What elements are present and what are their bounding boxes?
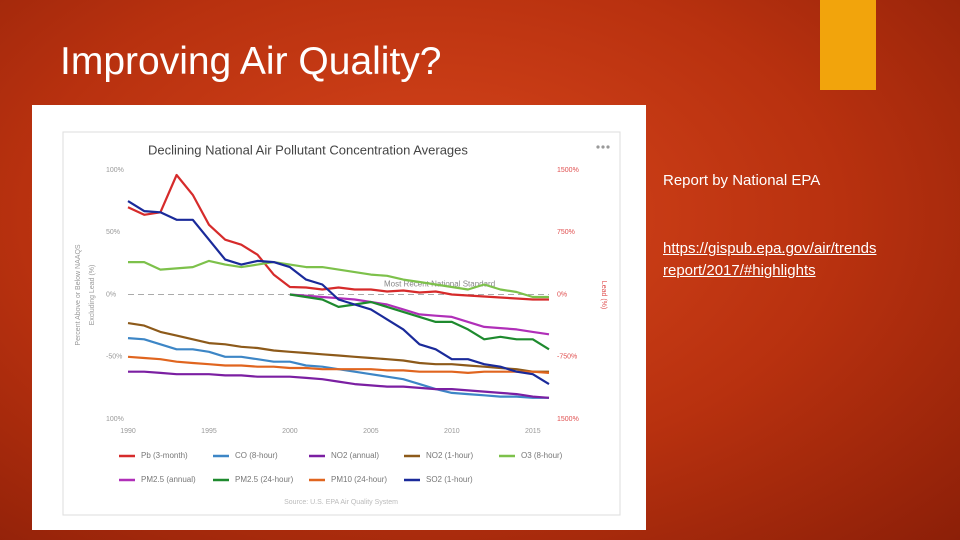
- data-line: [128, 259, 549, 299]
- x-tick-label: 2000: [282, 428, 298, 435]
- data-line: [127, 200, 550, 386]
- y-tick-label: 100%: [106, 167, 124, 174]
- legend-label: PM10 (24-hour): [331, 475, 387, 484]
- slide-title: Improving Air Quality?: [60, 40, 442, 83]
- y-tick-label: 0%: [106, 291, 116, 298]
- y2-tick-label: 750%: [557, 229, 575, 236]
- y2-tick-label: 1500%: [557, 416, 579, 423]
- menu-dot: [601, 145, 605, 149]
- accent-bar: [820, 0, 876, 90]
- x-tick-label: 2005: [363, 428, 379, 435]
- x-tick-label: 2010: [444, 428, 460, 435]
- legend-label: O3 (8-hour): [521, 451, 563, 460]
- data-line: [128, 370, 550, 399]
- y-axis-label: Percent Above or Below NAAQS: [75, 244, 82, 345]
- legend-label: Pb (3-month): [141, 451, 188, 460]
- menu-dot: [596, 145, 600, 149]
- data-line: [289, 293, 550, 351]
- legend-label: PM2.5 (annual): [141, 475, 196, 484]
- y2-tick-label: 1500%: [557, 167, 579, 174]
- data-line: [289, 293, 550, 336]
- y-axis-label: Excluding Lead (%): [89, 265, 96, 326]
- y2-tick-label: 0%: [557, 291, 567, 298]
- legend-label: NO2 (1-hour): [426, 451, 473, 460]
- chart-card: [62, 131, 621, 516]
- y-tick-label: 100%: [106, 416, 124, 423]
- y-tick-label: 50%: [106, 229, 120, 236]
- report-text: Report by National EPA: [663, 172, 821, 189]
- menu-dot: [606, 145, 610, 149]
- y2-tick-label: -750%: [557, 354, 577, 361]
- legend-label: PM2.5 (24-hour): [235, 475, 294, 484]
- reference-label-bg: [380, 278, 540, 290]
- x-tick-label: 2015: [525, 428, 541, 435]
- legend-label: NO2 (annual): [331, 451, 379, 460]
- x-tick-label: 1990: [120, 428, 136, 435]
- data-line: [127, 355, 550, 374]
- report-link[interactable]: https://gispub.epa.gov/air/trends report…: [663, 240, 877, 279]
- y-tick-label: -50%: [106, 354, 122, 361]
- y2-axis-label: Lead (%): [600, 281, 607, 309]
- source: Source: U.S. EPA Air Quality System: [284, 499, 398, 506]
- legend-label: CO (8-hour): [235, 451, 278, 460]
- data-line: [127, 173, 549, 301]
- chart-title: Declining National Air Pollutant Concent…: [148, 142, 468, 157]
- data-line: [127, 322, 549, 373]
- legend-label: SO2 (1-hour): [426, 475, 473, 484]
- x-tick-label: 1995: [201, 428, 217, 435]
